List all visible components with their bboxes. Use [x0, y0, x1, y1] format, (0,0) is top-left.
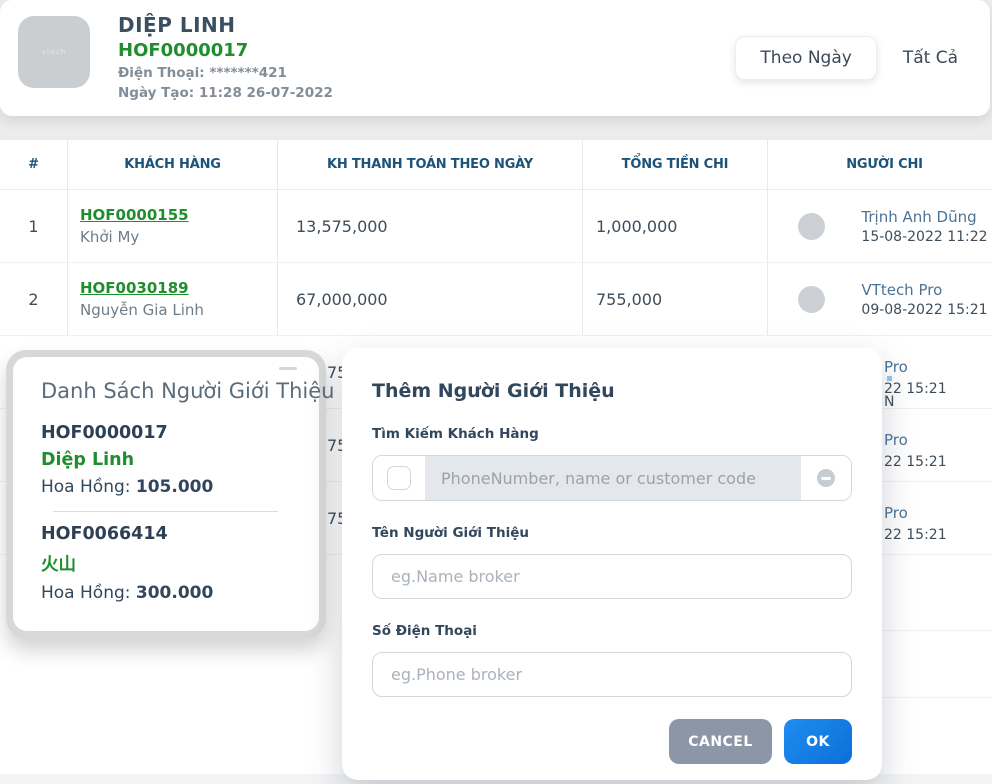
- commission-label: Hoa Hồng:: [41, 477, 131, 497]
- commission-value: 105.000: [135, 477, 214, 497]
- add-referrer-modal: Thêm Người Giới Thiệu Tìm Kiếm Khách Hàn…: [342, 348, 882, 780]
- modal-title: Thêm Người Giới Thiệu: [372, 380, 615, 402]
- created-value: 11:28 26-07-2022: [198, 85, 333, 101]
- payer-cell: VTtech Pro 09-08-2022 15:21: [777, 263, 992, 335]
- customer-name: Khởi My: [80, 228, 140, 246]
- customer-title: DIỆP LINH: [118, 13, 236, 37]
- phone-value: *******421: [209, 65, 287, 81]
- column-header-customer: KHÁCH HÀNG: [68, 140, 278, 189]
- filter-by-day-button[interactable]: Theo Ngày: [735, 36, 877, 80]
- column-gap: [768, 140, 777, 189]
- payer-date: 09-08-2022 15:21: [861, 301, 988, 318]
- column-header-payer: NGƯỜI CHI: [846, 157, 923, 172]
- payer-avatar: [798, 212, 826, 240]
- daily-payment-value: 67,000,000: [278, 263, 583, 335]
- created-label: Ngày Tạo:: [118, 85, 195, 101]
- avatar: vtech: [18, 16, 90, 88]
- column-header-index: #: [0, 140, 68, 189]
- referrer-name: 火山: [41, 555, 76, 575]
- total-spent-value: 755,000: [583, 263, 768, 335]
- payer-date-fragment: 22 15:21: [884, 454, 947, 470]
- table-row: 2 HOF0030189 Nguyễn Gia Linh 67,000,000 …: [0, 263, 992, 336]
- payer-name: VTtech Pro: [861, 280, 943, 299]
- payer-name-fragment: Pro: [884, 431, 908, 449]
- avatar-watermark: vtech: [41, 48, 67, 56]
- customer-cell: HOF0030189 Nguyễn Gia Linh: [68, 263, 278, 335]
- table-row: 1 HOF0000155 Khởi My 13,575,000 1,000,00…: [0, 190, 992, 263]
- payer-name-fragment: Pro: [884, 358, 908, 376]
- ok-button[interactable]: OK: [784, 719, 852, 764]
- row-index: 1: [0, 190, 68, 262]
- customer-header-card: vtech DIỆP LINH HOF0000017 Điện Thoại: *…: [0, 0, 990, 116]
- referrer-item: HOF0066414 火山 Hoa Hồng: 300.000: [41, 524, 293, 603]
- text-fragment: N: [884, 394, 895, 410]
- row-separator-fragment: [850, 630, 992, 631]
- referrer-list-title: Danh Sách Người Giới Thiệu: [41, 379, 335, 403]
- customer-search-input[interactable]: [425, 456, 801, 500]
- referrer-list-popup: Danh Sách Người Giới Thiệu HOF0000017 Di…: [6, 350, 335, 638]
- payer-cell: Trịnh Anh Dũng 15-08-2022 11:22: [777, 190, 992, 262]
- referrer-code: HOF0000017: [41, 423, 168, 443]
- list-divider: [53, 511, 278, 512]
- commission-label: Hoa Hồng:: [41, 583, 131, 603]
- broker-phone-label: Số Điện Thoại: [372, 623, 477, 639]
- cancel-button[interactable]: CANCEL: [669, 719, 772, 764]
- payer-date-fragment: 22 15:21: [884, 381, 947, 397]
- column-header-total-spent: TỔNG TIỀN CHI: [583, 140, 768, 189]
- payer-date: 15-08-2022 11:22: [861, 228, 988, 245]
- phone-label: Điện Thoại:: [118, 65, 205, 81]
- customer-code: HOF0000017: [118, 40, 249, 61]
- customer-name: Nguyễn Gia Linh: [80, 301, 204, 319]
- customer-code-link[interactable]: HOF0030189: [80, 279, 189, 297]
- search-customer-label: Tìm Kiếm Khách Hàng: [372, 426, 539, 442]
- referrer-item: HOF0000017 Diệp Linh Hoa Hồng: 105.000: [41, 423, 293, 497]
- customer-code-link[interactable]: HOF0000155: [80, 206, 189, 224]
- total-spent-value: 1,000,000: [583, 190, 768, 262]
- payer-avatar: [798, 285, 826, 313]
- customer-search-combo: [372, 455, 852, 501]
- column-header-daily-payment: KH THANH TOÁN THEO NGÀY: [278, 140, 583, 189]
- row-separator-fragment: [850, 697, 992, 698]
- payer-name: Trịnh Anh Dũng: [861, 207, 977, 226]
- row-index: 2: [0, 263, 68, 335]
- table-header-row: # KHÁCH HÀNG KH THANH TOÁN THEO NGÀY TỔN…: [0, 140, 992, 190]
- highlight-fragment: [887, 376, 892, 381]
- minimize-dash-icon[interactable]: [279, 367, 297, 370]
- referrer-code: HOF0066414: [41, 524, 168, 544]
- broker-name-input[interactable]: [372, 554, 852, 599]
- referrer-name: Diệp Linh: [41, 450, 135, 470]
- payer-name-fragment: Pro: [884, 504, 908, 522]
- minus-circle-icon[interactable]: [817, 469, 835, 487]
- payer-date-fragment: 22 15:21: [884, 527, 947, 543]
- broker-name-label: Tên Người Giới Thiệu: [372, 525, 529, 541]
- customer-cell: HOF0000155 Khởi My: [68, 190, 278, 262]
- broker-phone-input[interactable]: [372, 652, 852, 697]
- filter-all-button[interactable]: Tất Cả: [902, 48, 958, 68]
- commission-value: 300.000: [135, 583, 214, 603]
- daily-payment-value: 13,575,000: [278, 190, 583, 262]
- select-customer-checkbox[interactable]: [387, 466, 411, 490]
